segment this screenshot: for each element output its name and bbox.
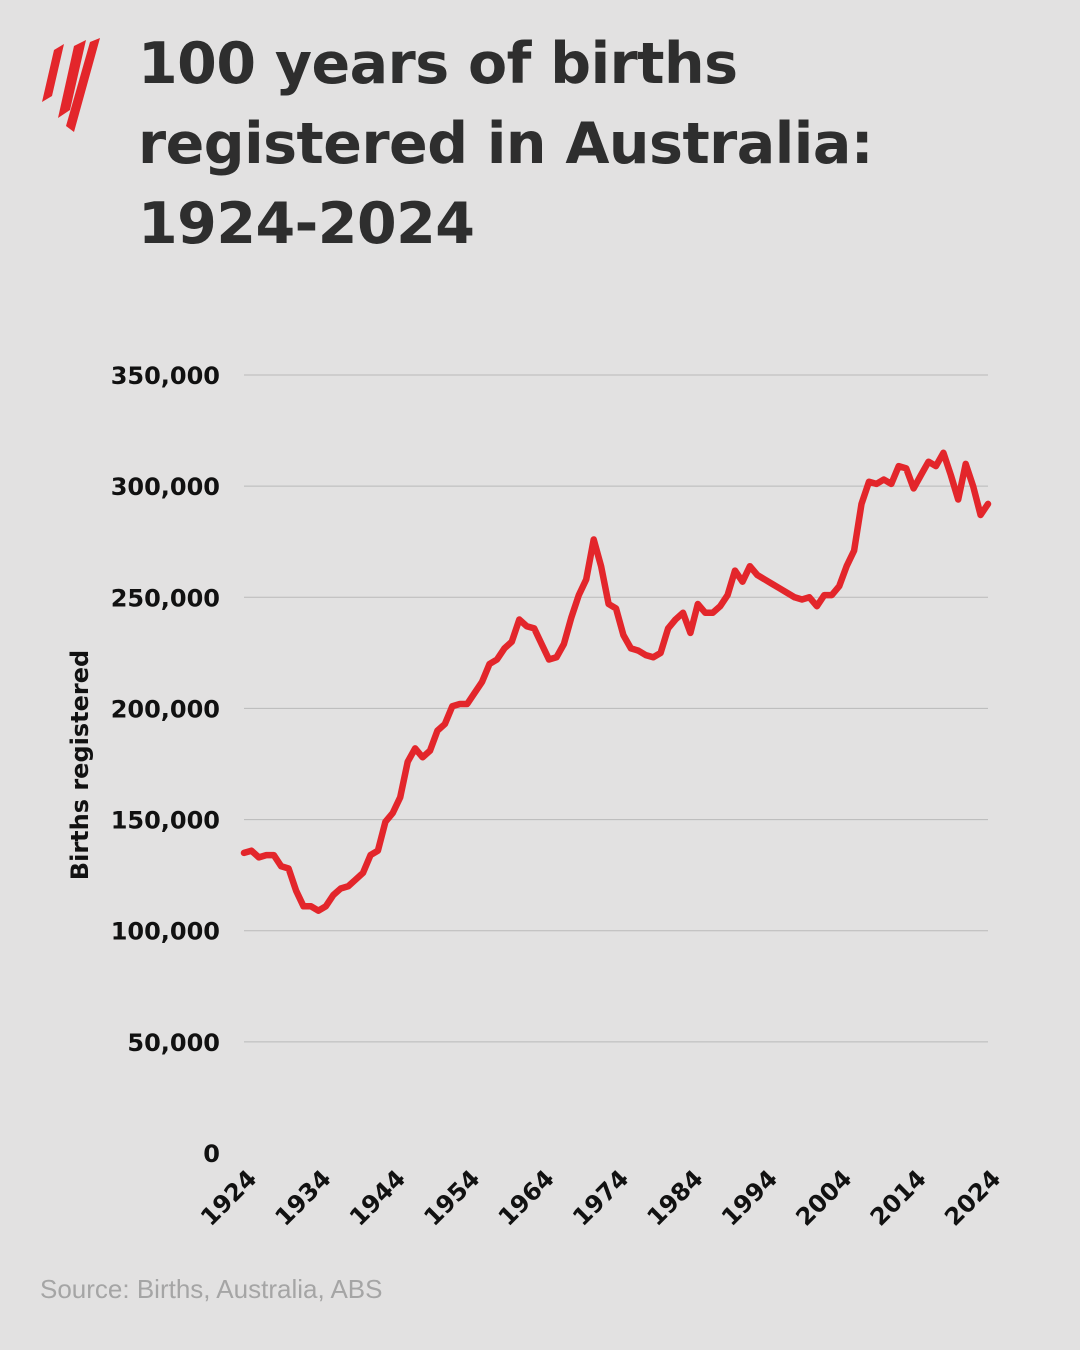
x-tick-label: 1934 [270, 1164, 337, 1231]
chart-title: 100 years of births registered in Austra… [138, 24, 1038, 264]
y-axis-tick-labels: 0 50,000 100,000 150,000 200,000 250,000 300,0… [111, 362, 220, 1168]
x-tick-label: 1994 [716, 1164, 783, 1231]
y-tick-label: 350,000 [111, 362, 220, 390]
sbs-news-logo-icon [42, 38, 100, 132]
x-axis-tick-labels: 1924 1934 1944 1954 1964 1974 1984 1994 2004 2014… [195, 1164, 1006, 1231]
gridlines [244, 374, 988, 1043]
chart-title-line-2: registered in Australia: [138, 111, 874, 177]
y-tick-label: 200,000 [111, 695, 220, 723]
x-tick-label: 2024 [939, 1164, 1006, 1231]
logo-stripe-3 [66, 38, 100, 132]
source-note: Source: Births, Australia, ABS [40, 1274, 383, 1304]
logo-stripe-2 [58, 40, 86, 118]
logo-stripe-1 [42, 44, 64, 102]
y-tick-label: 100,000 [111, 918, 220, 946]
x-tick-label: 1944 [344, 1164, 411, 1231]
y-tick-label: 0 [203, 1140, 220, 1168]
chart-title-line-3: 1924-2024 [138, 191, 475, 257]
x-tick-label: 2004 [790, 1164, 857, 1231]
x-tick-label: 1984 [642, 1164, 709, 1231]
y-tick-label: 300,000 [111, 473, 220, 501]
series-line [240, 449, 992, 914]
x-tick-label: 1954 [418, 1164, 485, 1231]
x-tick-label: 1974 [567, 1164, 634, 1231]
data-series [240, 449, 992, 914]
y-tick-label: 150,000 [111, 807, 220, 835]
y-tick-label: 250,000 [111, 584, 220, 612]
chart-title-line-1: 100 years of births [138, 31, 738, 97]
x-tick-label: 1924 [195, 1164, 262, 1231]
x-tick-label: 1964 [493, 1164, 560, 1231]
y-tick-label: 50,000 [127, 1029, 220, 1057]
y-axis-label: Births registered [66, 650, 94, 880]
x-tick-label: 2014 [865, 1164, 932, 1231]
